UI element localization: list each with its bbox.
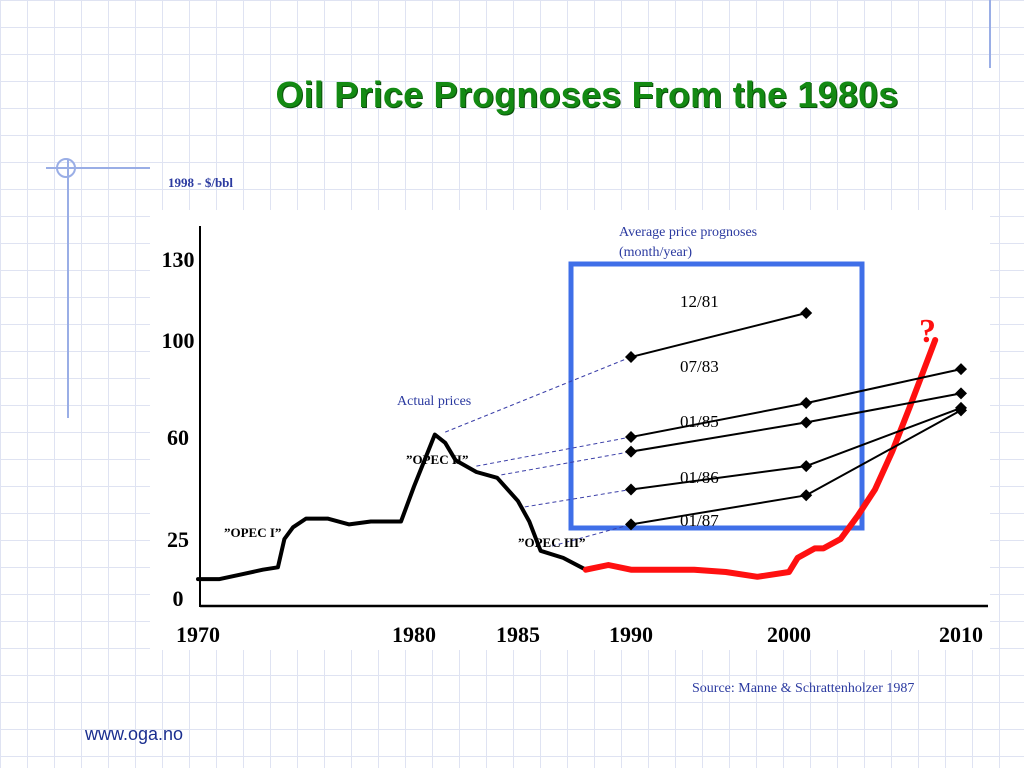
x-tick-label: 1990 bbox=[609, 622, 653, 647]
prognoses-box bbox=[568, 261, 865, 531]
recent-prices-line bbox=[582, 337, 939, 580]
series-layer bbox=[196, 307, 967, 582]
annotation-question: ? bbox=[919, 313, 936, 350]
actual-prices-line bbox=[196, 432, 588, 582]
left-decor-circle bbox=[56, 158, 76, 178]
prognosis-point bbox=[800, 307, 813, 319]
prognosis-line-12-81 bbox=[630, 312, 808, 358]
annotation-opec3: ”OPEC III” bbox=[518, 535, 586, 550]
y-tick-label: 100 bbox=[162, 328, 195, 353]
prognosis-labels: 12/81 07/83 01/85 01/86 01/87 bbox=[680, 292, 719, 530]
prognosis-point bbox=[800, 489, 813, 502]
prognosis-point bbox=[955, 363, 967, 376]
prognosis-label: 01/87 bbox=[680, 511, 719, 530]
y-tick-label: 130 bbox=[162, 247, 195, 272]
connector-01-85 bbox=[501, 451, 632, 476]
annotation-opec1: ”OPEC I” bbox=[224, 525, 281, 540]
prognosis-label: 12/81 bbox=[680, 292, 719, 311]
prognosis-point bbox=[800, 397, 813, 410]
connector-01-86 bbox=[524, 488, 632, 508]
connector-12-81 bbox=[445, 356, 632, 433]
prognosis-point bbox=[800, 460, 813, 473]
y-axis-label: 1998 - $/bbl bbox=[168, 175, 233, 190]
source-note: Source: Manne & Schrattenholzer 1987 bbox=[692, 681, 915, 696]
y-tick-label: 25 bbox=[167, 527, 189, 552]
prognosis-point bbox=[800, 416, 813, 429]
annotation-opec2: ”OPEC II” bbox=[406, 452, 468, 467]
x-tick-label: 1980 bbox=[392, 622, 436, 647]
y-tick-label: 60 bbox=[167, 425, 189, 450]
slide-title: Oil Price Prognoses From the 1980s bbox=[275, 74, 899, 115]
prognosis-point bbox=[955, 404, 967, 417]
connector-07-83 bbox=[476, 436, 632, 467]
prognosis-label: 07/83 bbox=[680, 357, 719, 376]
x-tick-label: 2010 bbox=[939, 622, 983, 647]
x-tick-label: 1985 bbox=[496, 622, 540, 647]
prognosis-point bbox=[625, 518, 637, 531]
x-tick-label: 2000 bbox=[767, 622, 811, 647]
prognosis-connectors bbox=[445, 356, 632, 547]
prognosis-point bbox=[625, 445, 637, 458]
prognosis-label: 01/86 bbox=[680, 468, 719, 487]
footer-url[interactable]: www.oga.no bbox=[85, 724, 184, 744]
y-tick-label: 0 bbox=[173, 586, 184, 611]
prognosis-point bbox=[955, 387, 967, 400]
prognosis-point bbox=[625, 483, 637, 496]
prognosis-point bbox=[625, 431, 637, 443]
y-tick-labels: 0 25 60 100 130 bbox=[162, 247, 195, 611]
annotation-actual-prices: Actual prices bbox=[397, 394, 471, 409]
annotation-prognoses-line2: (month/year) bbox=[619, 245, 692, 260]
prognosis-point bbox=[625, 350, 637, 363]
prognosis-label: 01/85 bbox=[680, 412, 719, 431]
x-tick-labels: 1970 1980 1985 1990 2000 2010 bbox=[176, 622, 983, 647]
x-tick-label: 1970 bbox=[176, 622, 220, 647]
annotation-prognoses-line1: Average price prognoses bbox=[619, 225, 757, 240]
